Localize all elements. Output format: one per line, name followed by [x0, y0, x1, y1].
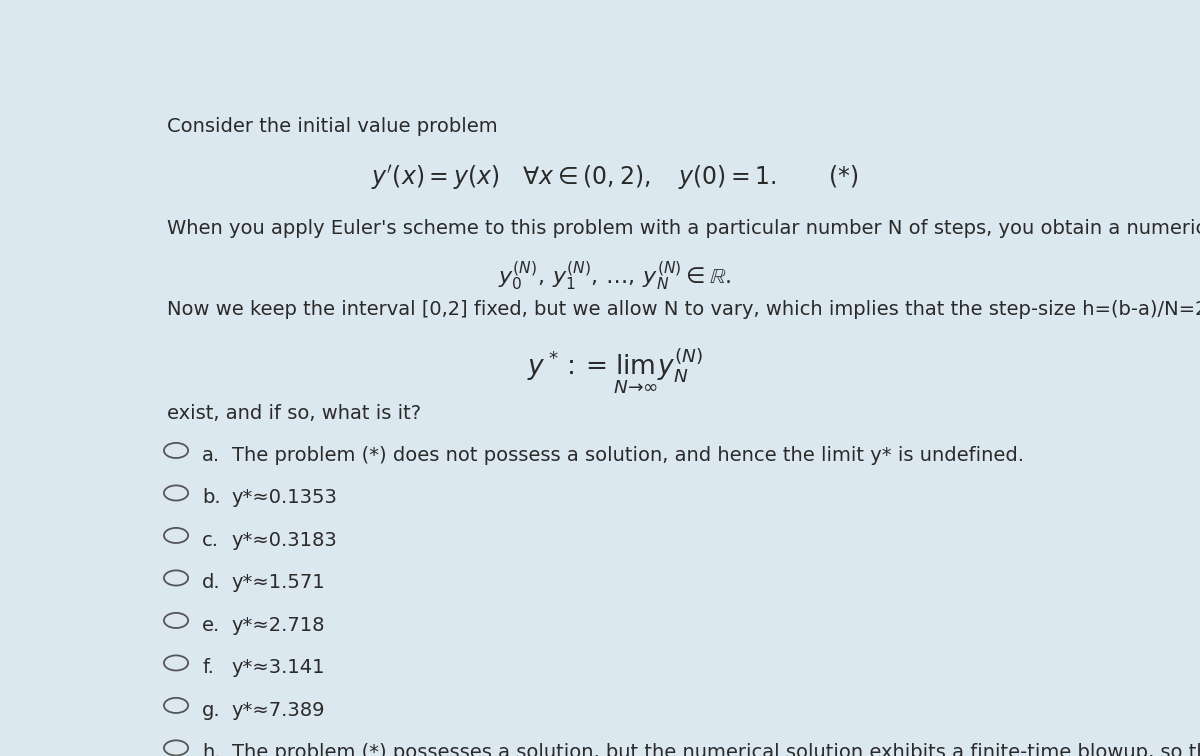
Text: Now we keep the interval [0,2] fixed, but we allow N to vary, which implies that: Now we keep the interval [0,2] fixed, bu…	[167, 300, 1200, 319]
Text: f.: f.	[202, 658, 214, 677]
Text: exist, and if so, what is it?: exist, and if so, what is it?	[167, 404, 421, 423]
Text: y*≈2.718: y*≈2.718	[232, 616, 325, 635]
Text: g.: g.	[202, 701, 221, 720]
Text: $y'(x) = y(x) \quad \forall x \in (0, 2), \quad y(0) = 1. \qquad (*)$: $y'(x) = y(x) \quad \forall x \in (0, 2)…	[371, 163, 859, 192]
Text: When you apply Euler's scheme to this problem with a particular number N of step: When you apply Euler's scheme to this pr…	[167, 218, 1200, 238]
Text: e.: e.	[202, 616, 221, 635]
Text: $y^* := \lim_{N \to \infty} y_N^{(N)}$: $y^* := \lim_{N \to \infty} y_N^{(N)}$	[527, 347, 703, 396]
Text: c.: c.	[202, 531, 220, 550]
Text: Consider the initial value problem: Consider the initial value problem	[167, 117, 497, 136]
Text: d.: d.	[202, 573, 221, 592]
Text: y*≈1.571: y*≈1.571	[232, 573, 325, 592]
Text: The problem (*) does not possess a solution, and hence the limit y* is undefined: The problem (*) does not possess a solut…	[232, 446, 1024, 465]
Text: a.: a.	[202, 446, 221, 465]
Text: y*≈0.1353: y*≈0.1353	[232, 488, 337, 507]
Text: The problem (*) possesses a solution, but the numerical solution exhibits a fini: The problem (*) possesses a solution, bu…	[232, 743, 1200, 756]
Text: y*≈7.389: y*≈7.389	[232, 701, 325, 720]
Text: y*≈0.3183: y*≈0.3183	[232, 531, 337, 550]
Text: y*≈3.141: y*≈3.141	[232, 658, 325, 677]
Text: $y_0^{(N)}, \, y_1^{(N)}, \, \ldots, \, y_N^{(N)} \in \mathbb{R}.$: $y_0^{(N)}, \, y_1^{(N)}, \, \ldots, \, …	[498, 259, 732, 293]
Text: h.: h.	[202, 743, 221, 756]
Text: b.: b.	[202, 488, 221, 507]
